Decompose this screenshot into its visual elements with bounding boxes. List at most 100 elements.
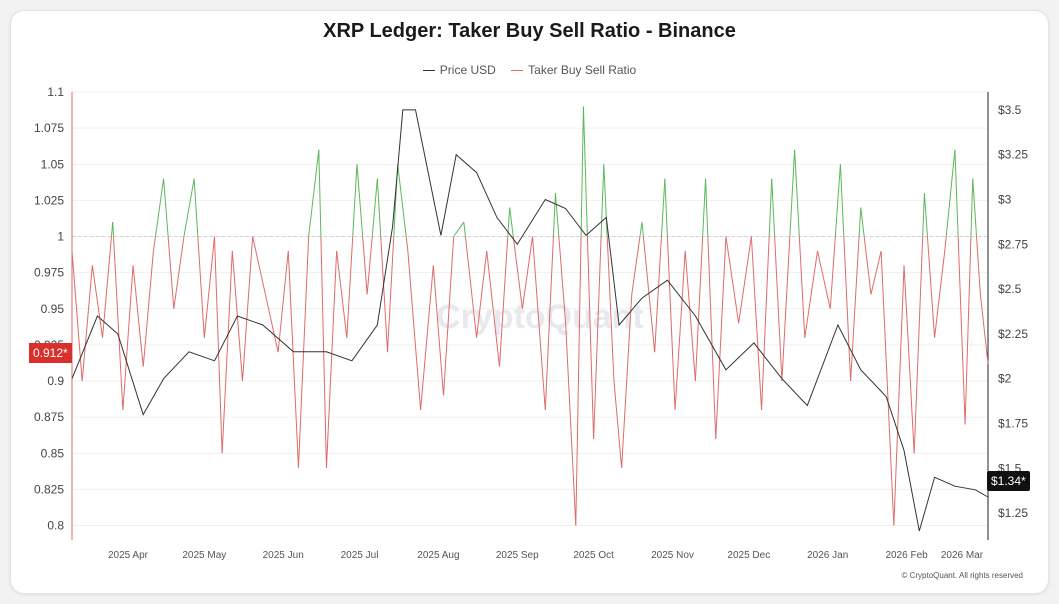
left-tick-label: 1.05: [41, 157, 65, 171]
ratio-segment: [750, 236, 763, 410]
left-tick-label: 0.85: [41, 446, 65, 460]
x-tick-label: 2025 Jun: [263, 550, 304, 561]
right-tick-label: $2.5: [998, 282, 1022, 296]
ratio-segment: [804, 250, 819, 338]
current-price-badge: $1.34*: [987, 471, 1030, 491]
ratio-segment: [575, 236, 582, 526]
ratio-segment: [213, 236, 223, 454]
right-tick-label: $2: [998, 372, 1012, 386]
ratio-segment: [277, 250, 289, 353]
x-axis-ticks: 2025 Apr 2025 May 2025 Jun 2025 Jul 2025 Aug…: [108, 550, 984, 561]
ratio-segment: [817, 250, 831, 309]
ratio-segment: [593, 236, 602, 439]
right-tick-label: $3.25: [998, 148, 1028, 162]
ratio-segment: [944, 236, 947, 252]
ratio-segment: [81, 265, 93, 382]
chart-legend: Price USD Taker Buy Sell Ratio: [0, 63, 1059, 77]
ratio-segment: [707, 236, 717, 439]
legend-label-price: Price USD: [439, 63, 496, 77]
left-tick-label: 0.8: [47, 519, 64, 533]
ratio-segment: [420, 265, 434, 410]
ratio-segment: [512, 236, 523, 309]
ratio-segment: [356, 164, 364, 237]
ratio-segment: [152, 236, 156, 252]
ratio-segment: [660, 178, 666, 237]
ratio-segment: [893, 265, 905, 526]
ratio-segment: [976, 236, 981, 295]
ratio-segment: [934, 250, 946, 338]
ratio-segment: [768, 178, 773, 237]
ratio-segment: [860, 207, 865, 237]
ratio-segment: [603, 164, 608, 237]
ratio-segment: [405, 236, 409, 252]
x-tick-label: 2025 Nov: [651, 550, 694, 561]
ratio-segment: [167, 236, 175, 309]
ratio-segment: [203, 236, 215, 338]
left-tick-label: 0.825: [34, 482, 64, 496]
ratio-segment: [252, 236, 266, 295]
ratio-segment: [154, 178, 165, 237]
ratio-segment: [532, 236, 546, 410]
ratio-segment: [366, 236, 373, 295]
ratio-segment: [287, 250, 299, 468]
left-tick-label: 1.075: [34, 121, 64, 135]
ratio-segment: [639, 221, 643, 237]
ratio-segment: [606, 236, 615, 382]
ratio-segment: [781, 236, 791, 382]
ratio-segment: [964, 236, 972, 425]
ratio-segment: [979, 294, 989, 364]
ratio-segment: [264, 294, 279, 353]
ratio-segment: [666, 236, 676, 410]
x-tick-label: 2025 Sep: [496, 550, 539, 561]
ratio-segment: [580, 106, 584, 237]
x-tick-label: 2025 Jul: [341, 550, 379, 561]
ratio-segment: [387, 236, 395, 353]
ratio-segment: [336, 250, 348, 338]
ratio-segment: [432, 265, 444, 396]
ratio-segment: [705, 178, 709, 237]
ratio-segment: [544, 236, 554, 410]
ratio-segment: [102, 236, 112, 338]
ratio-segment: [193, 178, 199, 237]
ratio-segment: [957, 236, 966, 425]
ratio-segment: [554, 193, 560, 237]
ratio-segment: [631, 236, 641, 295]
ratio-segment: [91, 265, 104, 338]
ratio-segment: [565, 323, 577, 526]
right-tick-label: $1.75: [998, 417, 1028, 431]
legend-label-ratio: Taker Buy Sell Ratio: [528, 63, 637, 77]
copyright-text: © CryptoQuant. All rights reserved: [901, 571, 1024, 580]
ratio-segment: [702, 178, 707, 237]
ratio-segment: [173, 236, 185, 309]
ratio-segment: [913, 236, 924, 454]
ratio-segment: [834, 164, 841, 237]
ratio-segment: [794, 149, 800, 237]
ratio-segment: [407, 250, 422, 410]
ratio-segment: [684, 250, 696, 382]
left-tick-label: 1.025: [34, 193, 64, 207]
ratio-segment: [486, 250, 500, 367]
right-tick-label: $2.75: [998, 237, 1028, 251]
series-price-usd: [71, 109, 989, 532]
legend-swatch-price: [422, 70, 435, 72]
legend-item-price[interactable]: Price USD: [422, 63, 496, 77]
right-tick-label: $2.25: [998, 327, 1028, 341]
ratio-segment: [183, 178, 195, 237]
ratio-segment: [926, 236, 936, 338]
ratio-segment: [453, 221, 465, 237]
left-axis-ticks: 1.11.0751.051.02510.9750.950.9250.90.875…: [34, 85, 64, 533]
ratio-segment: [346, 236, 354, 338]
ratio-segment: [903, 265, 915, 454]
ratio-segment: [380, 236, 389, 353]
left-tick-label: 0.975: [34, 266, 64, 280]
x-tick-label: 2025 Aug: [417, 550, 459, 561]
ratio-segment: [945, 149, 956, 237]
ratio-segment: [839, 164, 845, 237]
ratio-segment: [863, 236, 872, 295]
x-tick-label: 2025 Apr: [108, 550, 149, 561]
right-tick-label: $1.25: [998, 506, 1028, 520]
legend-item-ratio[interactable]: Taker Buy Sell Ratio: [511, 63, 636, 77]
right-tick-label: $3: [998, 193, 1012, 207]
ratio-segment: [582, 106, 588, 237]
